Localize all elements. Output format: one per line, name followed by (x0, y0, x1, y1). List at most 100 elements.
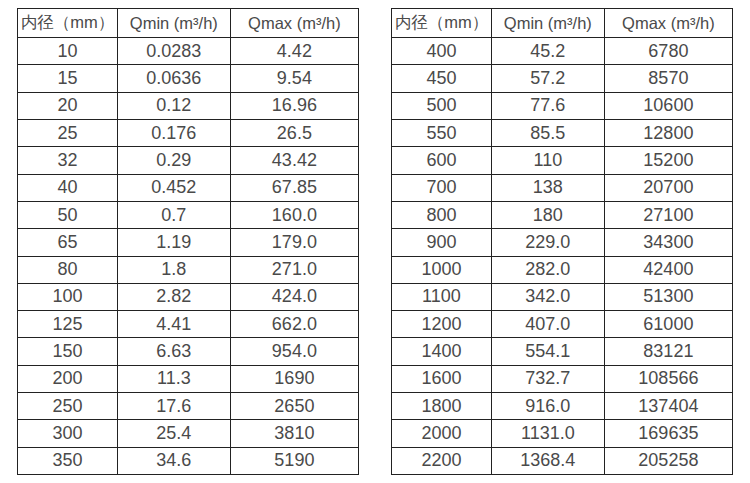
table-cell: 6780 (604, 38, 732, 65)
table-cell: 32 (18, 147, 118, 174)
table-row: 651.19179.0 (18, 229, 359, 256)
table-cell: 342.0 (491, 283, 604, 310)
table-cell: 43.42 (230, 147, 358, 174)
table-row: 400.45267.85 (18, 174, 359, 201)
table-cell: 34300 (604, 229, 732, 256)
flow-table-small-diameters: 内径（mm） Qmin (m³/h) Qmax (m³/h) 100.02834… (17, 8, 359, 475)
table-row: 20001131.0169635 (392, 420, 733, 447)
table-row: 60011015200 (392, 147, 733, 174)
table-cell: 2.82 (117, 283, 230, 310)
table-cell: 169635 (604, 420, 732, 447)
table-cell: 125 (18, 311, 118, 338)
table-row: 20011.31690 (18, 365, 359, 392)
table-cell: 25 (18, 119, 118, 146)
table-cell: 0.0283 (117, 38, 230, 65)
table-cell: 1800 (392, 393, 492, 420)
table-cell: 554.1 (491, 338, 604, 365)
table-row: 250.17626.5 (18, 119, 359, 146)
table-cell: 179.0 (230, 229, 358, 256)
table-row: 1506.63954.0 (18, 338, 359, 365)
table-cell: 61000 (604, 311, 732, 338)
table-row: 100.02834.42 (18, 38, 359, 65)
table-cell: 400 (392, 38, 492, 65)
table-cell: 67.85 (230, 174, 358, 201)
header-row: 内径（mm） Qmin (m³/h) Qmax (m³/h) (392, 9, 733, 38)
table-row: 200.1216.96 (18, 92, 359, 119)
flow-table-large-diameters: 内径（mm） Qmin (m³/h) Qmax (m³/h) 40045.267… (391, 8, 733, 475)
table-cell: 300 (18, 420, 118, 447)
table-cell: 3810 (230, 420, 358, 447)
table-cell: 550 (392, 119, 492, 146)
table-cell: 138 (491, 174, 604, 201)
table-cell: 1368.4 (491, 447, 604, 474)
table-cell: 15200 (604, 147, 732, 174)
table-cell: 2000 (392, 420, 492, 447)
column-header-diameter: 内径（mm） (18, 9, 118, 38)
table-row: 50077.610600 (392, 92, 733, 119)
table-row: 22001368.4205258 (392, 447, 733, 474)
table-cell: 500 (392, 92, 492, 119)
table-cell: 700 (392, 174, 492, 201)
table-cell: 108566 (604, 365, 732, 392)
table-cell: 1131.0 (491, 420, 604, 447)
column-header-qmin: Qmin (m³/h) (491, 9, 604, 38)
table-cell: 0.29 (117, 147, 230, 174)
header-row: 内径（mm） Qmin (m³/h) Qmax (m³/h) (18, 9, 359, 38)
table-cell: 27100 (604, 201, 732, 228)
table-cell: 205258 (604, 447, 732, 474)
table-cell: 0.452 (117, 174, 230, 201)
table-cell: 42400 (604, 256, 732, 283)
table-cell: 250 (18, 393, 118, 420)
table-cell: 0.12 (117, 92, 230, 119)
column-header-qmax: Qmax (m³/h) (604, 9, 732, 38)
table-cell: 20700 (604, 174, 732, 201)
table-cell: 160.0 (230, 201, 358, 228)
table-row: 35034.65190 (18, 447, 359, 474)
table-cell: 50 (18, 201, 118, 228)
table-cell: 407.0 (491, 311, 604, 338)
table-header: 内径（mm） Qmin (m³/h) Qmax (m³/h) (18, 9, 359, 38)
table-cell: 80 (18, 256, 118, 283)
table-row: 1800916.0137404 (392, 393, 733, 420)
table-row: 55085.512800 (392, 119, 733, 146)
table-row: 150.06369.54 (18, 65, 359, 92)
table-row: 1400554.183121 (392, 338, 733, 365)
table-cell: 110 (491, 147, 604, 174)
table-cell: 180 (491, 201, 604, 228)
table-cell: 1200 (392, 311, 492, 338)
table-body: 40045.2678045057.2857050077.61060055085.… (392, 38, 733, 475)
column-header-qmin: Qmin (m³/h) (117, 9, 230, 38)
table-cell: 271.0 (230, 256, 358, 283)
table-cell: 732.7 (491, 365, 604, 392)
table-cell: 1000 (392, 256, 492, 283)
table-row: 1254.41662.0 (18, 311, 359, 338)
table-row: 801.8271.0 (18, 256, 359, 283)
table-cell: 0.176 (117, 119, 230, 146)
table-cell: 450 (392, 65, 492, 92)
data-table: 内径（mm） Qmin (m³/h) Qmax (m³/h) 100.02834… (17, 8, 359, 475)
table-cell: 9.54 (230, 65, 358, 92)
table-cell: 0.7 (117, 201, 230, 228)
table-row: 45057.28570 (392, 65, 733, 92)
table-cell: 4.41 (117, 311, 230, 338)
table-cell: 10600 (604, 92, 732, 119)
table-cell: 12800 (604, 119, 732, 146)
table-row: 1600732.7108566 (392, 365, 733, 392)
table-cell: 51300 (604, 283, 732, 310)
table-cell: 83121 (604, 338, 732, 365)
table-cell: 4.42 (230, 38, 358, 65)
table-cell: 20 (18, 92, 118, 119)
table-cell: 282.0 (491, 256, 604, 283)
table-cell: 85.5 (491, 119, 604, 146)
table-row: 320.2943.42 (18, 147, 359, 174)
table-cell: 1600 (392, 365, 492, 392)
table-cell: 77.6 (491, 92, 604, 119)
table-cell: 17.6 (117, 393, 230, 420)
table-cell: 800 (392, 201, 492, 228)
table-cell: 229.0 (491, 229, 604, 256)
table-cell: 100 (18, 283, 118, 310)
table-cell: 65 (18, 229, 118, 256)
table-cell: 1.19 (117, 229, 230, 256)
table-cell: 45.2 (491, 38, 604, 65)
table-cell: 6.63 (117, 338, 230, 365)
